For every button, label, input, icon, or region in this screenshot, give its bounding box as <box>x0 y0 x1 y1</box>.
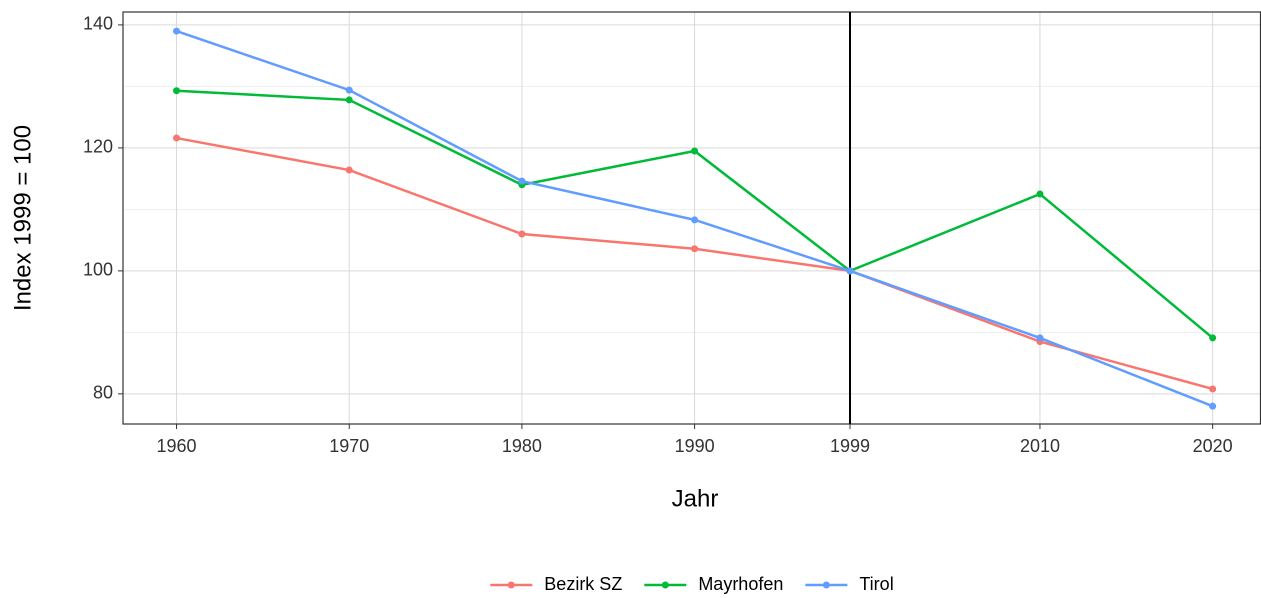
data-point <box>691 245 699 253</box>
x-axis-label: Jahr <box>672 485 719 512</box>
x-tick-label: 1990 <box>675 436 715 456</box>
legend: Bezirk SZ Mayrhofen Tirol <box>490 574 894 594</box>
data-point <box>173 134 181 142</box>
y-tick-label: 140 <box>83 14 113 34</box>
data-point <box>1036 334 1044 342</box>
data-point <box>518 230 526 238</box>
legend-key-point <box>661 581 669 589</box>
x-tick-label: 1999 <box>830 436 870 456</box>
data-point <box>1036 190 1044 198</box>
x-tick-label: 1980 <box>502 436 542 456</box>
legend-label: Mayrhofen <box>698 574 783 594</box>
data-point <box>846 267 854 275</box>
y-tick-label: 80 <box>93 383 113 403</box>
data-point <box>518 177 526 185</box>
data-point <box>691 147 699 155</box>
data-point <box>345 86 353 94</box>
legend-label: Bezirk SZ <box>544 574 622 594</box>
legend-key-point <box>507 581 515 589</box>
y-axis-label: Index 1999 = 100 <box>9 125 36 311</box>
x-tick-label: 1960 <box>157 436 197 456</box>
data-point <box>173 87 181 95</box>
legend-key-point <box>822 581 830 589</box>
data-point <box>691 216 699 224</box>
legend-label: Tirol <box>859 574 893 594</box>
data-point <box>345 96 353 104</box>
y-tick-label: 120 <box>83 137 113 157</box>
data-point <box>1209 402 1217 410</box>
x-tick-label: 2010 <box>1020 436 1060 456</box>
data-point <box>173 27 181 35</box>
data-point <box>1209 385 1217 393</box>
data-point <box>1209 334 1217 342</box>
data-point <box>345 166 353 174</box>
x-tick-label: 2020 <box>1193 436 1233 456</box>
x-tick-label: 1970 <box>329 436 369 456</box>
y-tick-label: 100 <box>83 260 113 280</box>
